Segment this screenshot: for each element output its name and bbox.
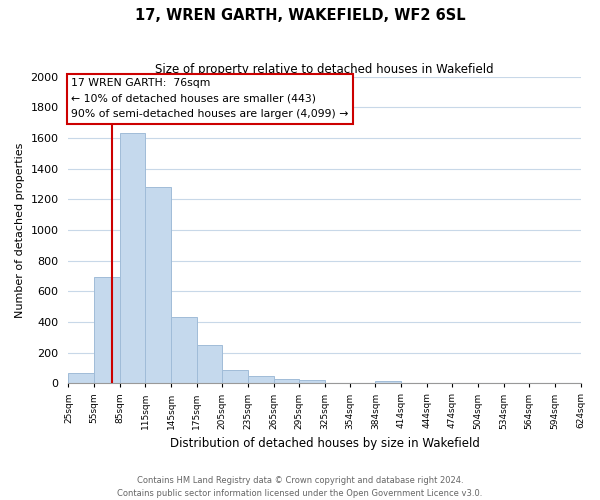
Bar [299,380,325,384]
Bar [222,370,248,384]
Bar [171,316,197,384]
Bar [119,134,145,384]
Text: Contains HM Land Registry data © Crown copyright and database right 2024.
Contai: Contains HM Land Registry data © Crown c… [118,476,482,498]
Y-axis label: Number of detached properties: Number of detached properties [15,142,25,318]
X-axis label: Distribution of detached houses by size in Wakefield: Distribution of detached houses by size … [170,437,479,450]
Bar [197,345,222,384]
Title: Size of property relative to detached houses in Wakefield: Size of property relative to detached ho… [155,62,494,76]
Text: 17 WREN GARTH:  76sqm
← 10% of detached houses are smaller (443)
90% of semi-det: 17 WREN GARTH: 76sqm ← 10% of detached h… [71,78,349,120]
Bar [376,381,401,384]
Bar [145,187,171,384]
Bar [274,378,299,384]
Text: 17, WREN GARTH, WAKEFIELD, WF2 6SL: 17, WREN GARTH, WAKEFIELD, WF2 6SL [134,8,466,22]
Bar [68,374,94,384]
Bar [248,376,274,384]
Bar [94,278,119,384]
